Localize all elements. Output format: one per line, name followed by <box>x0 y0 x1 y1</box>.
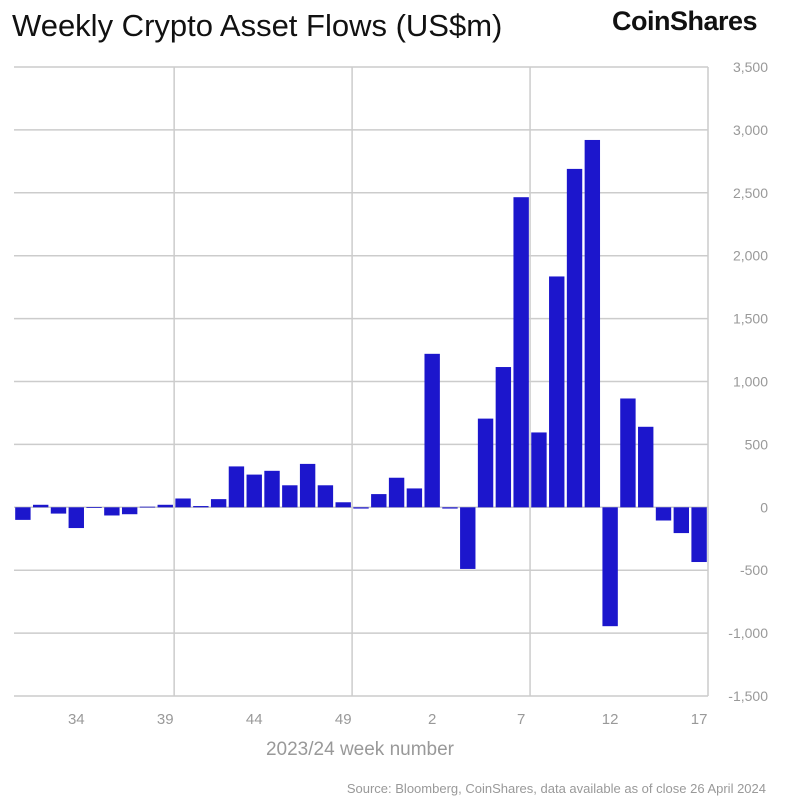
bar-week-49 <box>335 502 351 508</box>
bar-week-10 <box>566 168 583 508</box>
bar-week-2 <box>424 353 440 508</box>
x-tick-label: 44 <box>246 711 263 728</box>
bar-week-14 <box>638 426 654 508</box>
bar-week-46 <box>282 485 298 508</box>
bar-week-4 <box>460 507 476 569</box>
bar-week-5 <box>477 418 494 508</box>
bar-week-34 <box>68 507 84 529</box>
x-tick-label: 2 <box>428 711 436 728</box>
x-tick-label: 49 <box>335 711 352 728</box>
y-tick-label: 500 <box>745 436 769 452</box>
bar-week-41 <box>193 506 209 508</box>
bar-week-9 <box>549 276 565 508</box>
bar-week-45 <box>264 470 280 508</box>
bar-week-16 <box>673 507 690 534</box>
bar-week-1 <box>406 488 423 508</box>
x-tick-label: 34 <box>68 711 85 728</box>
bar-week-48 <box>317 485 334 508</box>
bar-week-47 <box>299 463 316 508</box>
y-tick-label: -1,000 <box>728 625 768 641</box>
bar-week-37 <box>121 507 138 515</box>
bar-week-8 <box>531 432 547 508</box>
bar-week-15 <box>655 507 672 521</box>
bar-week-51 <box>371 494 387 508</box>
x-axis-label: 2023/24 week number <box>266 739 455 760</box>
bar-week-52 <box>388 477 405 508</box>
y-tick-label: 0 <box>760 499 768 515</box>
bar-week-3 <box>442 507 458 509</box>
source-note: Source: Bloomberg, CoinShares, data avai… <box>346 781 766 796</box>
y-tick-label: 1,000 <box>733 374 768 390</box>
x-tick-label: 39 <box>157 711 174 728</box>
x-tick-label: 17 <box>691 711 708 728</box>
bar-week-17 <box>691 507 707 563</box>
bar-week-32 <box>32 504 49 508</box>
bar-week-6 <box>495 367 512 508</box>
chart-title: Weekly Crypto Asset Flows (US$m) <box>12 8 503 43</box>
bar-week-35 <box>86 507 102 508</box>
bar-week-36 <box>104 507 120 516</box>
y-tick-label: 2,500 <box>733 185 768 201</box>
y-tick-label: 2,000 <box>733 248 768 264</box>
y-tick-label: 3,500 <box>733 59 768 75</box>
bar-week-50 <box>353 507 369 509</box>
bar-week-39 <box>157 504 173 508</box>
bar-week-31 <box>15 507 31 520</box>
bar-week-44 <box>246 474 262 508</box>
x-tick-label: 12 <box>602 711 619 728</box>
bar-week-11 <box>584 139 601 508</box>
bar-week-7 <box>513 197 529 508</box>
x-tick-label: 7 <box>517 711 525 728</box>
bar-week-33 <box>50 507 67 514</box>
bar-week-12 <box>602 507 618 627</box>
bar-week-40 <box>175 498 191 508</box>
coinshares-logo: CoinShares <box>612 6 758 36</box>
bar-week-42 <box>210 499 227 508</box>
bar-week-38 <box>139 506 156 508</box>
bar-week-13 <box>620 398 636 508</box>
y-tick-label: 1,500 <box>733 311 768 327</box>
bar-week-43 <box>228 466 245 508</box>
y-tick-label: -1,500 <box>728 688 768 704</box>
y-tick-label: -500 <box>740 562 768 578</box>
y-tick-label: 3,000 <box>733 122 768 138</box>
